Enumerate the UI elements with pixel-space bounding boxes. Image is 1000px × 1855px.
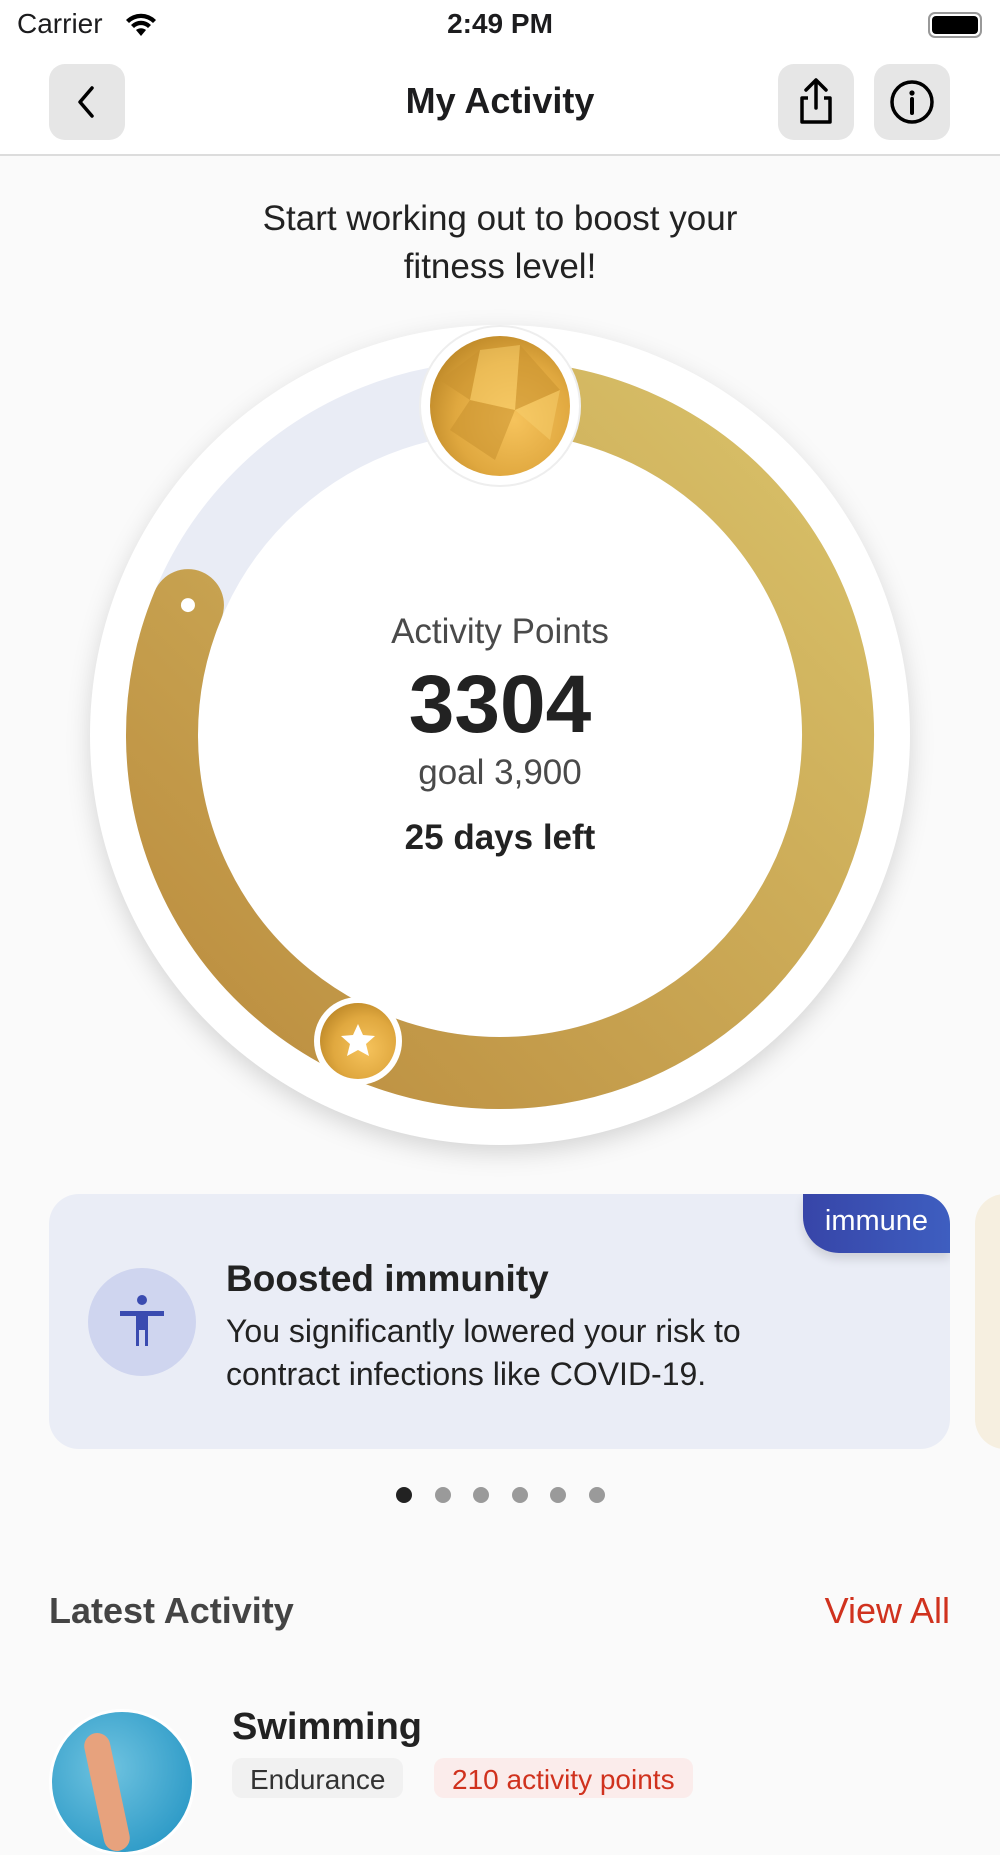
activity-points-badge: 210 activity points [434, 1758, 693, 1798]
page-dot[interactable] [511, 1487, 528, 1503]
insight-body-line-1: You significantly lowered your risk to [226, 1313, 741, 1349]
status-bar: Carrier 2:49 PM [0, 0, 1000, 50]
latest-activity-heading: Latest Activity [49, 1590, 294, 1631]
progress-end-marker [180, 598, 195, 613]
back-button[interactable] [49, 64, 125, 140]
motivation-text: Start working out to boost your fitness … [0, 195, 1000, 291]
insight-body: You significantly lowered your risk to c… [226, 1310, 741, 1396]
activity-category-badge: Endurance [232, 1758, 404, 1798]
accessibility-person-icon [88, 1268, 196, 1376]
navigation-bar: My Activity [0, 50, 1000, 156]
page-dot[interactable] [434, 1487, 451, 1503]
page-dot[interactable] [550, 1487, 566, 1503]
days-left-label: 25 days left [404, 818, 596, 857]
ring-progress [126, 361, 874, 1109]
insight-title: Boosted immunity [226, 1258, 549, 1299]
page-dot[interactable] [588, 1487, 605, 1503]
category-tag: immune [803, 1194, 950, 1253]
points-label: Activity Points [391, 612, 609, 651]
clock: 2:49 PM [447, 8, 553, 39]
activity-thumbnail [49, 1709, 195, 1855]
medal-icon [419, 325, 581, 487]
motivation-line-2: fitness level! [403, 247, 597, 286]
activity-list-item[interactable]: Swimming Endurance 210 activity points [0, 1700, 1000, 1855]
activity-name: Swimming [232, 1706, 423, 1748]
milestone-star-icon [314, 997, 402, 1085]
wifi-icon [126, 13, 156, 36]
page-title: My Activity [405, 80, 595, 121]
next-insight-card[interactable] [975, 1194, 1000, 1449]
view-all-link[interactable]: View All [824, 1590, 950, 1631]
share-icon [800, 78, 832, 124]
goal-label: goal 3,900 [418, 753, 582, 792]
ring-background [90, 325, 910, 1145]
insight-card[interactable]: immune Boosted immunity You significantl… [49, 1194, 950, 1449]
info-circle-icon [890, 80, 934, 124]
battery-icon [928, 12, 982, 38]
info-button[interactable] [874, 64, 950, 140]
activity-ring [90, 325, 910, 1145]
share-button[interactable] [778, 64, 854, 140]
carrier-label: Carrier [17, 8, 103, 39]
chevron-left-icon [78, 86, 94, 118]
page-dot[interactable] [473, 1487, 489, 1503]
points-value: 3304 [408, 659, 592, 750]
motivation-line-1: Start working out to boost your [262, 199, 738, 238]
insight-body-line-2: contract infections like COVID-19. [226, 1356, 707, 1392]
page-dot[interactable] [396, 1487, 412, 1503]
